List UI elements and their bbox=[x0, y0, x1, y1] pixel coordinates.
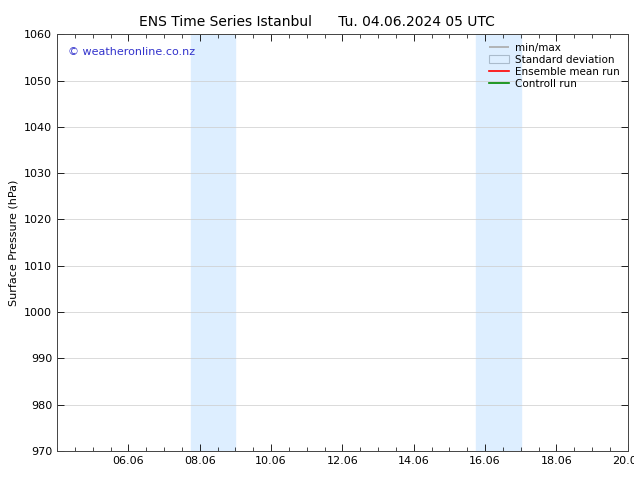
Y-axis label: Surface Pressure (hPa): Surface Pressure (hPa) bbox=[8, 179, 18, 306]
Text: ENS Time Series Istanbul      Tu. 04.06.2024 05 UTC: ENS Time Series Istanbul Tu. 04.06.2024 … bbox=[139, 15, 495, 29]
Text: © weatheronline.co.nz: © weatheronline.co.nz bbox=[68, 47, 196, 57]
Bar bbox=[476, 34, 521, 451]
Bar bbox=[191, 34, 235, 451]
Legend: min/max, Standard deviation, Ensemble mean run, Controll run: min/max, Standard deviation, Ensemble me… bbox=[486, 40, 623, 92]
